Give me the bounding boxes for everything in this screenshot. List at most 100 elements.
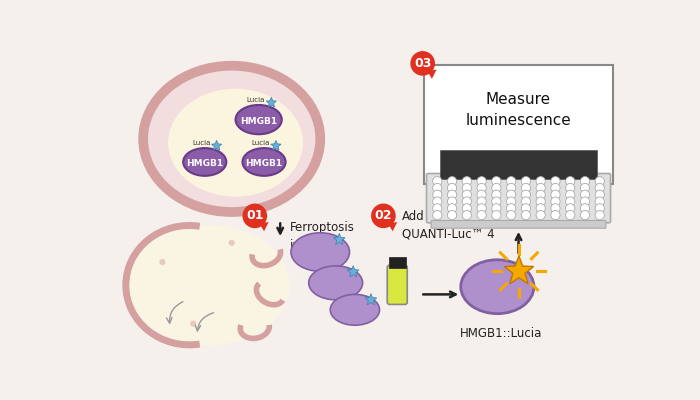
Text: Ferroptosis
induction: Ferroptosis induction [290, 221, 354, 252]
Circle shape [447, 197, 456, 206]
Circle shape [433, 204, 442, 213]
Circle shape [507, 210, 516, 220]
Circle shape [536, 190, 545, 199]
Circle shape [566, 210, 575, 220]
Text: HMGB1::Lucia: HMGB1::Lucia [460, 327, 542, 340]
Circle shape [595, 197, 604, 206]
Circle shape [551, 183, 560, 193]
Polygon shape [211, 140, 222, 150]
Text: 03: 03 [414, 57, 431, 70]
Ellipse shape [168, 89, 303, 197]
FancyBboxPatch shape [389, 258, 406, 268]
Circle shape [190, 320, 196, 327]
Polygon shape [271, 140, 281, 150]
Circle shape [595, 204, 604, 213]
Circle shape [595, 183, 604, 193]
Circle shape [160, 259, 165, 265]
Text: 02: 02 [374, 209, 392, 222]
Circle shape [580, 183, 589, 193]
Circle shape [447, 183, 456, 193]
Circle shape [522, 176, 531, 186]
Circle shape [566, 176, 575, 186]
Polygon shape [365, 294, 377, 305]
Circle shape [522, 197, 531, 206]
Circle shape [507, 204, 516, 213]
Circle shape [551, 204, 560, 213]
Circle shape [477, 197, 486, 206]
Circle shape [536, 210, 545, 220]
Circle shape [462, 190, 472, 199]
Circle shape [229, 240, 234, 246]
Polygon shape [504, 256, 533, 284]
Circle shape [433, 176, 442, 186]
Circle shape [477, 210, 486, 220]
Text: Measure
luminescence: Measure luminescence [466, 92, 571, 128]
Circle shape [491, 204, 501, 213]
Circle shape [447, 176, 456, 186]
Circle shape [507, 176, 516, 186]
Circle shape [410, 51, 435, 76]
Circle shape [491, 197, 501, 206]
Ellipse shape [127, 226, 290, 345]
Circle shape [536, 183, 545, 193]
Polygon shape [347, 266, 359, 277]
Polygon shape [260, 222, 269, 231]
Ellipse shape [242, 148, 286, 176]
Circle shape [551, 210, 560, 220]
Circle shape [477, 204, 486, 213]
Circle shape [595, 210, 604, 220]
Circle shape [477, 190, 486, 199]
Circle shape [566, 190, 575, 199]
Circle shape [477, 183, 486, 193]
Circle shape [522, 190, 531, 199]
Polygon shape [388, 222, 398, 231]
Ellipse shape [144, 66, 321, 212]
Text: HMGB1: HMGB1 [246, 159, 283, 168]
Circle shape [371, 204, 395, 228]
Circle shape [522, 204, 531, 213]
Circle shape [462, 204, 472, 213]
Circle shape [491, 176, 501, 186]
Circle shape [433, 197, 442, 206]
Circle shape [580, 204, 589, 213]
Circle shape [595, 190, 604, 199]
Circle shape [447, 190, 456, 199]
Circle shape [447, 210, 456, 220]
Circle shape [551, 190, 560, 199]
Polygon shape [266, 97, 276, 107]
Ellipse shape [291, 233, 349, 271]
Ellipse shape [183, 148, 226, 176]
Circle shape [566, 183, 575, 193]
Circle shape [580, 176, 589, 186]
Circle shape [580, 210, 589, 220]
FancyBboxPatch shape [426, 174, 610, 223]
FancyBboxPatch shape [424, 65, 613, 184]
Polygon shape [333, 233, 345, 244]
Polygon shape [427, 70, 437, 79]
Ellipse shape [461, 260, 534, 314]
Text: Add
QUANTI-Luc™ 4: Add QUANTI-Luc™ 4 [402, 210, 494, 241]
Circle shape [522, 210, 531, 220]
FancyBboxPatch shape [387, 265, 407, 304]
Circle shape [491, 210, 501, 220]
Circle shape [536, 204, 545, 213]
Circle shape [536, 176, 545, 186]
Circle shape [507, 197, 516, 206]
Circle shape [580, 190, 589, 199]
FancyBboxPatch shape [431, 220, 606, 228]
Text: HMGB1: HMGB1 [240, 117, 277, 126]
Circle shape [462, 197, 472, 206]
Text: Lucia: Lucia [246, 97, 265, 103]
Text: Lucia: Lucia [193, 140, 211, 146]
Ellipse shape [330, 294, 379, 325]
Circle shape [477, 176, 486, 186]
Circle shape [491, 183, 501, 193]
Circle shape [491, 190, 501, 199]
Circle shape [595, 176, 604, 186]
Circle shape [566, 204, 575, 213]
Circle shape [536, 197, 545, 206]
Text: HMGB1: HMGB1 [186, 159, 223, 168]
Circle shape [462, 183, 472, 193]
Circle shape [566, 197, 575, 206]
Text: 01: 01 [246, 209, 263, 222]
